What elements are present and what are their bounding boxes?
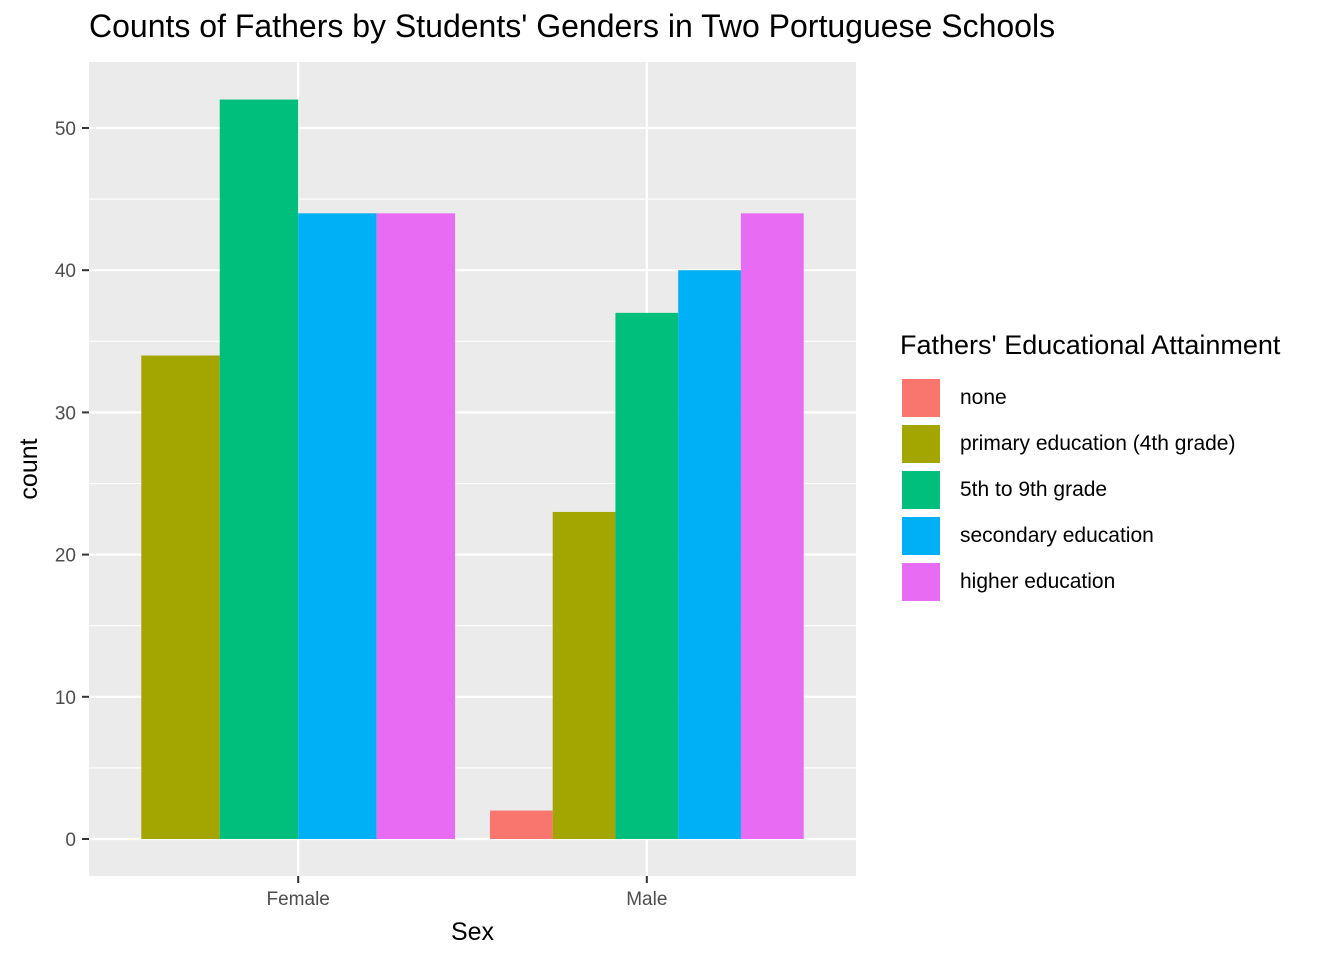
legend-item: none: [900, 375, 1280, 421]
bar: [376, 213, 456, 839]
bar: [219, 99, 299, 839]
legend-item: secondary education: [900, 513, 1280, 559]
legend-label: primary education (4th grade): [960, 432, 1236, 455]
bar: [298, 213, 377, 839]
y-tick-label: 40: [55, 261, 76, 282]
legend-label: 5th to 9th grade: [960, 478, 1108, 501]
bar: [489, 810, 553, 839]
y-axis-title: count: [15, 438, 43, 499]
x-tick-label: Male: [626, 889, 667, 910]
legend-swatch: [900, 423, 942, 465]
y-tick-label: 0: [65, 830, 76, 851]
x-tick-label: Female: [267, 889, 330, 910]
legend-item: higher education: [900, 559, 1280, 605]
legend-item: primary education (4th grade): [900, 421, 1280, 467]
chart-title: Counts of Fathers by Students' Genders i…: [89, 8, 1056, 44]
bar: [552, 511, 616, 839]
legend-label: none: [960, 386, 1007, 409]
bar: [740, 213, 804, 839]
legend-swatch: [900, 561, 942, 603]
legend-title: Fathers' Educational Attainment: [900, 330, 1281, 360]
legend-swatch: [900, 469, 942, 511]
bar: [678, 270, 741, 839]
legend: Fathers' Educational Attainment none prim…: [900, 330, 1280, 605]
bar: [141, 355, 220, 839]
y-tick-label: 20: [55, 546, 76, 567]
y-tick-label: 50: [55, 119, 76, 140]
legend-label: higher education: [960, 570, 1116, 593]
bar: [615, 312, 679, 839]
y-tick-label: 10: [55, 688, 76, 709]
legend-item: 5th to 9th grade: [900, 467, 1280, 513]
x-axis-title: Sex: [451, 918, 495, 946]
legend-swatch: [900, 515, 942, 557]
legend-label: secondary education: [960, 524, 1154, 547]
legend-items: none primary education (4th grade) 5th to …: [900, 375, 1280, 605]
y-tick-label: 30: [55, 403, 76, 424]
legend-swatch: [900, 377, 942, 419]
